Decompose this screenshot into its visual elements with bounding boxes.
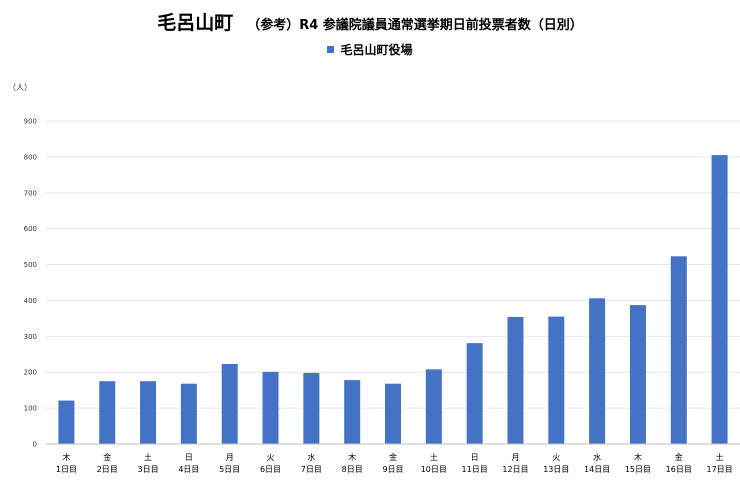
x-tick-date: 4日目 [178, 465, 199, 474]
y-tick-label: 200 [24, 369, 37, 377]
x-tick-date: 14日目 [584, 465, 610, 474]
bar [262, 371, 279, 444]
x-tick-date: 1日目 [56, 465, 77, 474]
bar [99, 381, 116, 444]
y-tick-label: 300 [24, 333, 37, 341]
y-tick-label: 500 [24, 261, 37, 269]
x-tick-day: 月 [226, 453, 234, 462]
x-tick-day: 土 [144, 452, 152, 462]
x-tick-date: 9日目 [382, 465, 403, 474]
x-tick-date: 3日目 [138, 465, 159, 474]
bar [303, 372, 320, 444]
gridlines [46, 120, 740, 409]
x-tick-day: 火 [552, 453, 560, 462]
x-tick-day: 木 [634, 452, 642, 462]
x-tick-date: 16日目 [666, 465, 692, 474]
x-tick-day: 土 [716, 452, 724, 462]
bar [711, 155, 728, 444]
y-axis-ticks: 0 100 200 300 400 500 600 700 800 900 [24, 118, 37, 449]
y-tick-label: 900 [24, 118, 37, 126]
y-tick-label: 400 [24, 297, 37, 305]
x-tick-date: 8日目 [342, 465, 363, 474]
bar [385, 383, 401, 444]
x-tick-day: 水 [593, 452, 601, 462]
chart-title-block: 毛呂山町 （参考）R4 参議院議員通常選挙期日前投票者数（日別） [0, 8, 740, 35]
bars [58, 155, 728, 444]
bar [548, 316, 565, 444]
x-tick-day: 金 [389, 452, 397, 462]
x-tick-day: 日 [185, 453, 193, 462]
y-tick-label: 800 [24, 153, 37, 161]
x-tick-day: 水 [307, 452, 315, 462]
bar [140, 381, 157, 444]
x-axis-labels: 木 1日目 金 2日目 土 3日目 日 4日目 月 5日目 火 6日目 水 7日目 木 8日目 金 9日目 土 10日… [56, 452, 733, 474]
bar [507, 316, 524, 444]
x-tick-date: 5日目 [219, 465, 240, 474]
y-unit-label: （人） [8, 83, 32, 92]
y-tick-label: 700 [24, 189, 37, 197]
bar [180, 383, 197, 444]
x-tick-day: 木 [348, 452, 356, 462]
chart-title: 毛呂山町 [157, 12, 234, 34]
x-tick-date: 11日目 [462, 465, 488, 474]
x-tick-day: 火 [267, 453, 275, 462]
legend-swatch [327, 46, 335, 53]
x-tick-date: 17日目 [706, 465, 732, 474]
y-tick-label: 600 [24, 225, 37, 233]
bar [629, 305, 646, 444]
x-tick-day: 日 [471, 453, 479, 462]
bar [466, 343, 483, 444]
bar [589, 298, 606, 444]
x-tick-date: 15日目 [625, 465, 651, 474]
legend-label: 毛呂山町役場 [340, 43, 413, 57]
bar [221, 363, 238, 444]
bar [344, 380, 361, 444]
x-tick-date: 12日目 [502, 465, 528, 474]
chart-subtitle: （参考）R4 参議院議員通常選挙期日前投票者数（日別） [247, 18, 583, 33]
bar [425, 369, 442, 444]
chart-legend: 毛呂山町役場 [0, 41, 740, 58]
x-tick-date: 10日目 [421, 465, 447, 474]
y-tick-label: 0 [33, 441, 37, 449]
x-tick-day: 金 [675, 452, 683, 462]
x-tick-date: 2日目 [97, 465, 118, 474]
x-tick-date: 7日目 [301, 465, 322, 474]
y-tick-label: 100 [24, 405, 37, 413]
x-tick-day: 木 [62, 452, 70, 462]
x-tick-day: 月 [511, 453, 519, 462]
x-tick-date: 6日目 [260, 465, 281, 474]
bar [58, 400, 75, 444]
x-tick-date: 13日目 [543, 465, 569, 474]
x-tick-day: 土 [430, 452, 438, 462]
x-tick-day: 金 [103, 452, 111, 462]
bar [670, 256, 687, 444]
